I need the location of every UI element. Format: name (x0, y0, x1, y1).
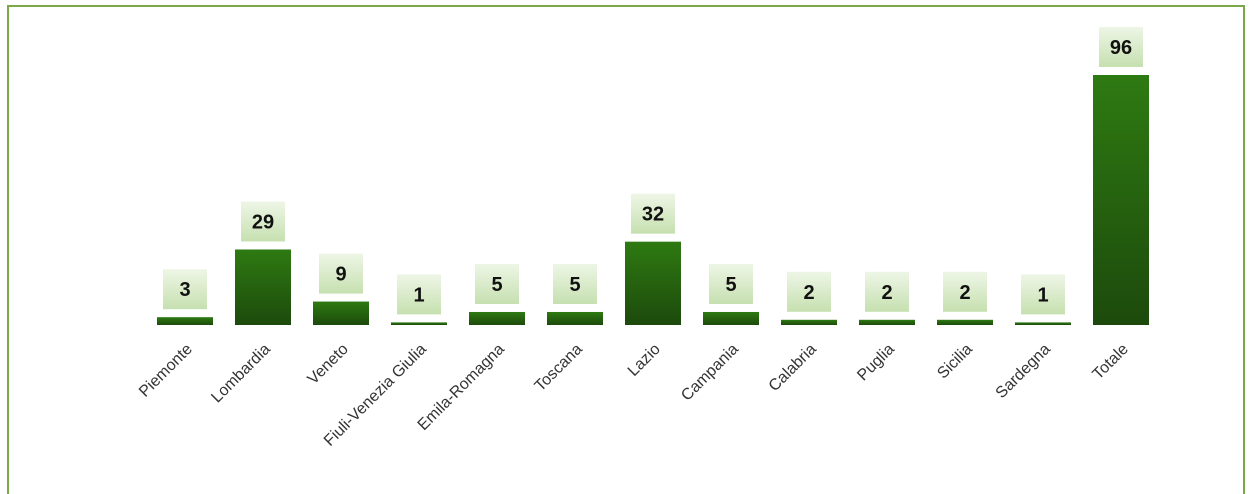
x-tick-label: Puglia (854, 341, 898, 385)
value-label-box (319, 253, 363, 294)
value-label-box (553, 263, 597, 304)
bar (235, 249, 291, 325)
bar (703, 311, 759, 325)
bar (157, 317, 213, 325)
value-label-box (163, 269, 207, 310)
value-label-box (709, 263, 753, 304)
value-label-box (1021, 274, 1065, 315)
bar (937, 319, 993, 325)
value-label: 2 (803, 282, 814, 304)
value-label: 1 (413, 284, 424, 306)
value-label-box (943, 271, 987, 312)
value-label: 3 (179, 279, 190, 301)
value-label-box (865, 271, 909, 312)
value-label-box (631, 193, 675, 234)
bar (1015, 322, 1071, 325)
value-label: 1 (1037, 284, 1048, 306)
x-tick-label: Sardegna (993, 341, 1054, 402)
x-tick-label: Calabria (766, 341, 820, 395)
bar (391, 322, 447, 325)
value-label: 96 (1110, 37, 1132, 59)
value-label-box (241, 201, 285, 242)
x-tick-label: Campania (678, 341, 742, 405)
x-tick-label: Totale (1090, 341, 1132, 383)
bar (859, 319, 915, 325)
chart-border (7, 5, 1245, 494)
value-label-box (1099, 27, 1143, 67)
bar (625, 241, 681, 325)
value-label: 5 (491, 274, 502, 296)
value-label: 29 (252, 211, 274, 233)
x-tick-label: Toscana (532, 341, 586, 395)
x-tick-label: Lazio (625, 341, 664, 380)
value-label: 5 (569, 274, 580, 296)
value-label: 5 (725, 274, 736, 296)
value-label: 2 (881, 282, 892, 304)
bar (313, 301, 369, 325)
bar (781, 319, 837, 325)
bar (547, 311, 603, 325)
x-tick-label: Lombardia (208, 341, 274, 407)
x-tick-label: Emila-Romagna (415, 341, 508, 434)
value-label-box (397, 274, 441, 315)
value-label: 2 (959, 282, 970, 304)
bar (1093, 75, 1149, 325)
bar (469, 311, 525, 325)
value-label: 9 (335, 264, 346, 286)
value-label-box (787, 271, 831, 312)
value-label-box (475, 263, 519, 304)
x-tick-label: Piemonte (136, 341, 196, 401)
x-tick-label: Veneto (305, 341, 352, 388)
value-label: 32 (642, 204, 664, 226)
x-tick-label: Sicilia (934, 341, 976, 383)
